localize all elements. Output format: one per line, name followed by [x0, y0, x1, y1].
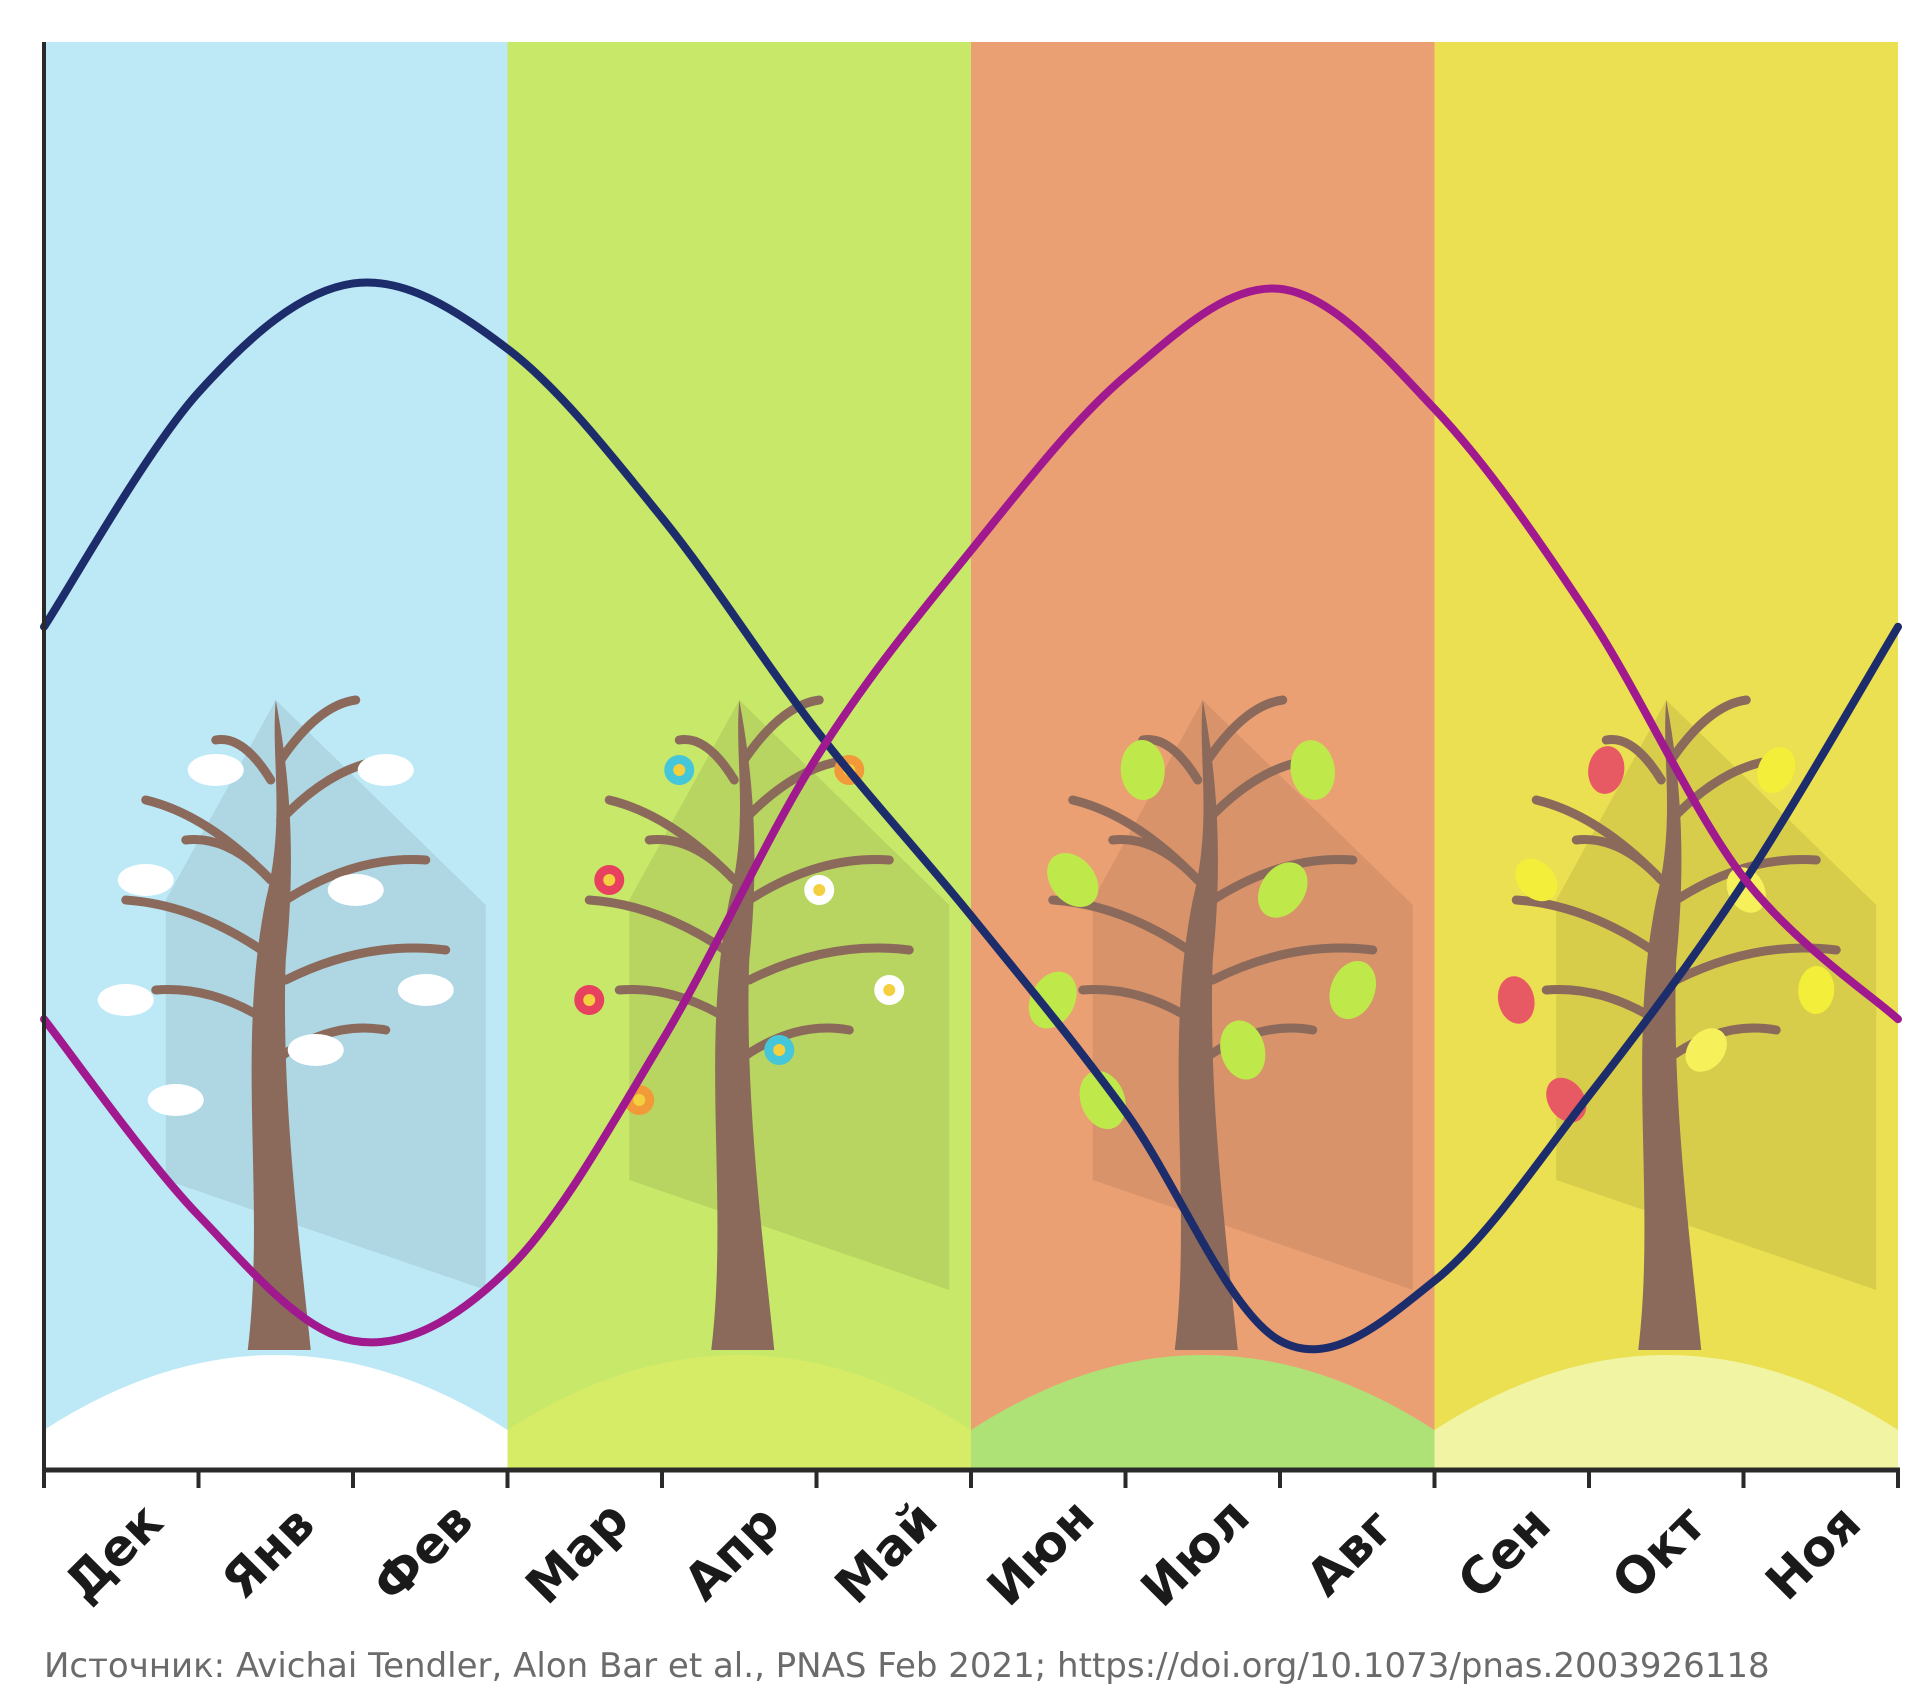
- tree-branch: [276, 695, 361, 765]
- axes: [42, 42, 1900, 1488]
- leaf: [1220, 1020, 1266, 1080]
- autumn-leaf: [1497, 976, 1535, 1024]
- month-tick-label: Май: [824, 1490, 949, 1615]
- season-tree: [1028, 695, 1413, 1350]
- month-tick-label: Фев: [362, 1491, 484, 1613]
- series-lines: [40, 278, 1902, 1354]
- autumn-leaf: [1685, 1028, 1727, 1072]
- tree-shadow: [629, 700, 950, 1290]
- snow-clump: [117, 864, 174, 896]
- tree-branch: [1671, 943, 1841, 985]
- season-tree: [97, 695, 486, 1350]
- month-tick-label: Окт: [1601, 1495, 1717, 1611]
- autumn-leaf: [1757, 746, 1796, 794]
- tree-branch: [271, 1023, 391, 1065]
- tree-branch: [1138, 735, 1203, 785]
- snow-clump: [147, 1084, 204, 1116]
- tree-shadow: [1556, 700, 1877, 1290]
- ground-hill: [971, 1355, 1435, 1470]
- tree-branch: [614, 985, 749, 1035]
- month-tick-label: Авг: [1295, 1498, 1404, 1607]
- leaf: [1120, 740, 1165, 800]
- autumn-leaf: [1798, 966, 1835, 1014]
- tree-branch: [281, 855, 431, 905]
- tree-branch: [739, 695, 824, 765]
- leaf: [1028, 971, 1077, 1029]
- tree-branch: [1666, 695, 1751, 765]
- season-grounds: [44, 1355, 1898, 1470]
- tree-branch: [1541, 985, 1676, 1035]
- snow-clump: [187, 754, 244, 786]
- snow-clump: [327, 874, 384, 906]
- month-tick-label: Июл: [1130, 1487, 1261, 1618]
- tree-branch: [181, 835, 276, 885]
- tree-branch: [1078, 985, 1213, 1035]
- tree-branch: [644, 835, 739, 885]
- series-line: [40, 284, 1902, 1347]
- tree-branch: [674, 735, 739, 785]
- leaf: [1290, 740, 1335, 800]
- tree-branch: [1671, 855, 1821, 905]
- autumn-leaf: [1726, 867, 1766, 913]
- blossom-center: [813, 884, 826, 896]
- blossom-center: [773, 1044, 786, 1056]
- tree-branch: [584, 895, 744, 965]
- tree-branch: [1571, 835, 1666, 885]
- tree-branch: [211, 735, 276, 785]
- snow-clump: [357, 754, 414, 786]
- tree-branch: [1601, 735, 1666, 785]
- tree-shadow: [165, 700, 486, 1290]
- leaf: [1079, 1070, 1126, 1130]
- month-tick-label: Апр: [673, 1493, 791, 1611]
- month-tick-label: Янв: [211, 1495, 326, 1610]
- blossom-center: [633, 1094, 646, 1106]
- month-tick-label: Ноя: [1754, 1494, 1872, 1612]
- tree-branch: [281, 943, 451, 985]
- blossom-center: [673, 764, 686, 776]
- month-tick-label: Сен: [1447, 1495, 1562, 1610]
- season-trees: [97, 695, 1877, 1350]
- snow-clump: [397, 974, 454, 1006]
- season-tree: [1497, 695, 1877, 1350]
- leaf: [1329, 960, 1377, 1020]
- tree-branch: [121, 895, 281, 965]
- month-tick-label: Июн: [976, 1488, 1105, 1617]
- snow-clump: [287, 1034, 344, 1066]
- autumn-leaf: [1588, 746, 1625, 794]
- tree-branch: [1203, 695, 1288, 765]
- ground-hill: [44, 1355, 508, 1470]
- tree-branch: [744, 855, 894, 905]
- leaf: [1257, 862, 1308, 918]
- leaf: [1047, 853, 1099, 907]
- tree-shadow: [1092, 700, 1413, 1290]
- tree-branch: [1511, 895, 1671, 965]
- season-tree: [574, 695, 950, 1350]
- ground-hill: [1434, 1355, 1898, 1470]
- month-labels: Дек Янв Фев Мар Апр Май Июн Июл Авг Сен Окт Ноя: [54, 1487, 1873, 1618]
- tree-branch: [1108, 835, 1203, 885]
- blossom-center: [603, 874, 616, 886]
- series-line: [40, 278, 1902, 1354]
- snow-clump: [97, 984, 154, 1016]
- blossom-center: [583, 994, 596, 1006]
- source-caption: Источник: Avichai Tendler, Alon Bar et a…: [44, 1646, 1770, 1686]
- autumn-leaf: [1515, 858, 1558, 902]
- tree-branch: [734, 1023, 854, 1065]
- month-tick-label: Мар: [515, 1490, 640, 1615]
- ground-hill: [507, 1355, 971, 1470]
- blossom-center: [883, 984, 896, 996]
- tree-branch: [1208, 943, 1378, 985]
- tree-branch: [151, 985, 286, 1035]
- month-tick-label: Дек: [54, 1492, 175, 1613]
- tree-branch: [744, 943, 914, 985]
